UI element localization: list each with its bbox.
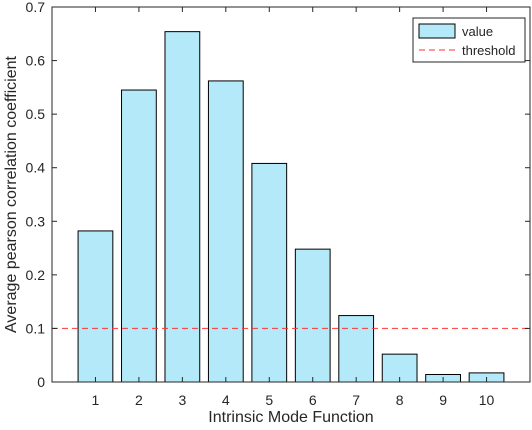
bar-4 <box>207 80 244 383</box>
y-tick-label: 0 <box>37 374 45 390</box>
x-tick-label: 10 <box>479 392 495 408</box>
legend: value threshold <box>412 17 526 63</box>
legend-label-threshold: threshold <box>462 43 515 58</box>
x-tick-label: 9 <box>439 392 447 408</box>
y-tick-label: 0.4 <box>26 160 46 176</box>
x-tick-label: 7 <box>352 392 360 408</box>
y-tick-label: 0.5 <box>26 106 46 122</box>
bar-7 <box>338 315 375 383</box>
x-tick-label: 3 <box>178 392 186 408</box>
y-axis-label: Average pearson correlation coefficient <box>3 55 20 332</box>
axes-group <box>51 6 531 383</box>
bar-2 <box>121 89 157 383</box>
bar-1 <box>77 230 114 383</box>
bar-3 <box>164 31 201 383</box>
x-tick-label: 4 <box>222 392 230 408</box>
axes-box <box>51 6 531 383</box>
y-tick-label: 0.2 <box>26 267 46 283</box>
bar-6 <box>294 248 331 383</box>
x-ticks-group: 1 2 3 4 5 6 7 8 9 10 <box>92 7 495 408</box>
y-tick-label: 0.7 <box>26 0 46 15</box>
x-axis-label: Intrinsic Mode Function <box>208 409 373 426</box>
y-ticks-group: 0 0.1 0.2 0.3 0.4 0.5 0.6 0.7 <box>26 0 530 390</box>
y-tick-label: 0.6 <box>26 53 46 69</box>
x-tick-label: 1 <box>92 392 100 408</box>
x-tick-label: 5 <box>265 392 273 408</box>
y-tick-label: 0.1 <box>26 320 46 336</box>
x-tick-label: 6 <box>309 392 317 408</box>
x-tick-label: 8 <box>396 392 404 408</box>
y-tick-label: 0.3 <box>26 213 46 229</box>
legend-label-value: value <box>462 24 493 39</box>
x-tick-label: 2 <box>135 392 143 408</box>
bar-5 <box>251 162 288 383</box>
bars-group <box>77 31 505 383</box>
legend-swatch-value <box>418 23 456 39</box>
